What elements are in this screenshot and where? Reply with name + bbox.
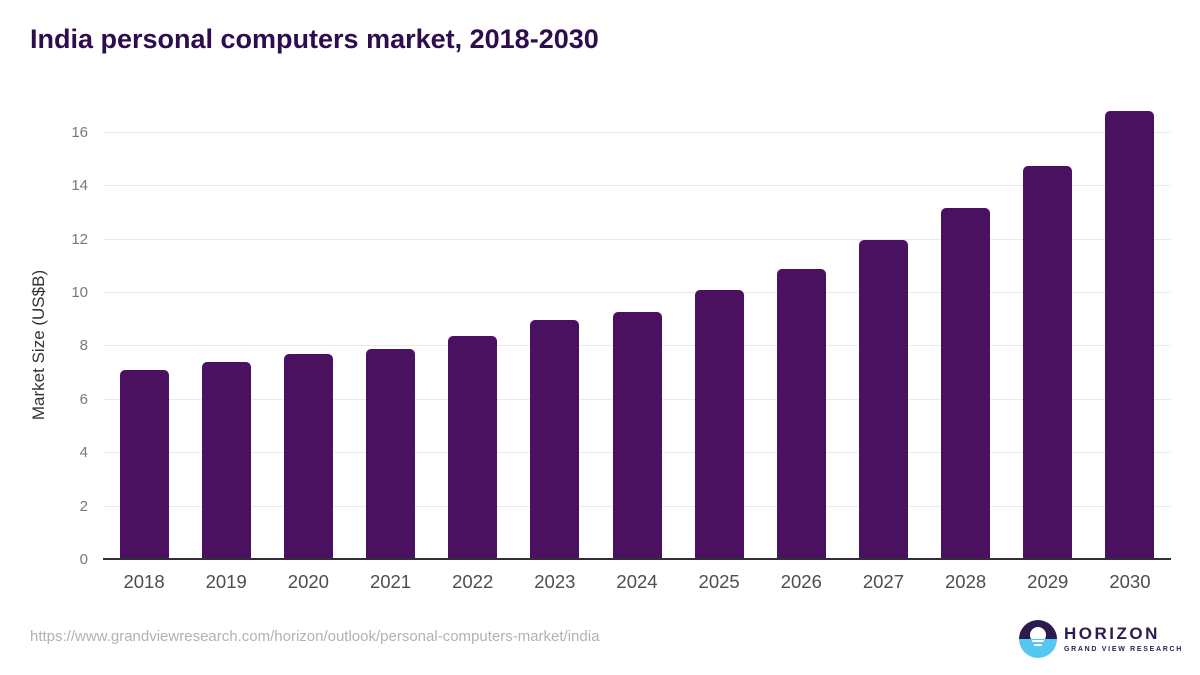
bar-2020 — [283, 354, 333, 560]
x-axis-tick-label: 2027 — [862, 571, 905, 592]
logo-water-half — [1019, 639, 1057, 658]
y-axis-tick-label: 6 — [79, 390, 88, 408]
bar-2018 — [119, 370, 169, 560]
y-axis-tick-label: 16 — [71, 123, 88, 141]
logo-brand-name: HORIZON — [1064, 623, 1160, 643]
bar-2019 — [201, 362, 251, 560]
bar-2030 — [1105, 111, 1155, 560]
x-axis-tick-label: 2026 — [780, 571, 822, 592]
logo-ripple — [1032, 640, 1044, 642]
horizon-logo-icon — [1019, 620, 1057, 658]
y-axis-tick-label: 2 — [79, 497, 88, 515]
y-axis-tick-label: 4 — [79, 444, 88, 462]
logo-tagline: GRAND VIEW RESEARCH — [1064, 645, 1184, 653]
x-axis-line — [103, 558, 1171, 560]
y-axis-tick-label: 12 — [71, 230, 88, 248]
gridline — [103, 292, 1171, 293]
x-axis-tick-label: 2020 — [287, 571, 329, 592]
y-axis-tick-label: 0 — [79, 551, 88, 568]
bar-2023 — [530, 319, 580, 560]
bar-2021 — [366, 349, 416, 560]
bar-2025 — [694, 290, 744, 560]
x-axis-tick-label: 2022 — [452, 571, 494, 592]
y-axis-tick-label: 8 — [79, 337, 88, 355]
bar-2022 — [448, 335, 498, 560]
logo-text: HORIZON GRAND VIEW RESEARCH — [1064, 623, 1184, 654]
y-axis-tick-label: 14 — [71, 177, 88, 195]
gridline — [103, 131, 1171, 133]
x-axis-tick-label: 2028 — [945, 571, 987, 592]
bar-2028 — [941, 207, 991, 560]
x-axis-tick-label: 2024 — [616, 571, 658, 592]
bar-2029 — [1023, 166, 1073, 560]
x-axis-tick-label: 2021 — [369, 571, 412, 592]
x-axis-tick-label: 2023 — [534, 571, 576, 592]
chart-title: India personal computers market, 2018-20… — [30, 24, 599, 54]
source-url: https://www.grandviewresearch.com/horizo… — [30, 628, 600, 645]
x-axis-tick-label: 2025 — [698, 571, 740, 592]
horizon-logo: HORIZON GRAND VIEW RESEARCH — [1019, 620, 1183, 658]
x-axis-tick-label: 2018 — [123, 571, 165, 592]
bar-2027 — [858, 239, 908, 560]
bar-2024 — [612, 311, 662, 560]
x-axis-tick-label: 2029 — [1027, 571, 1069, 592]
gridline — [103, 185, 1171, 187]
bar-2026 — [776, 268, 826, 560]
plot-area — [103, 100, 1171, 560]
x-axis-tick-label: 2030 — [1109, 571, 1151, 592]
x-axis-tick-label: 2019 — [205, 571, 247, 592]
logo-ripple — [1034, 644, 1042, 646]
gridline — [103, 238, 1171, 240]
y-axis-tick-label: 10 — [71, 284, 88, 301]
